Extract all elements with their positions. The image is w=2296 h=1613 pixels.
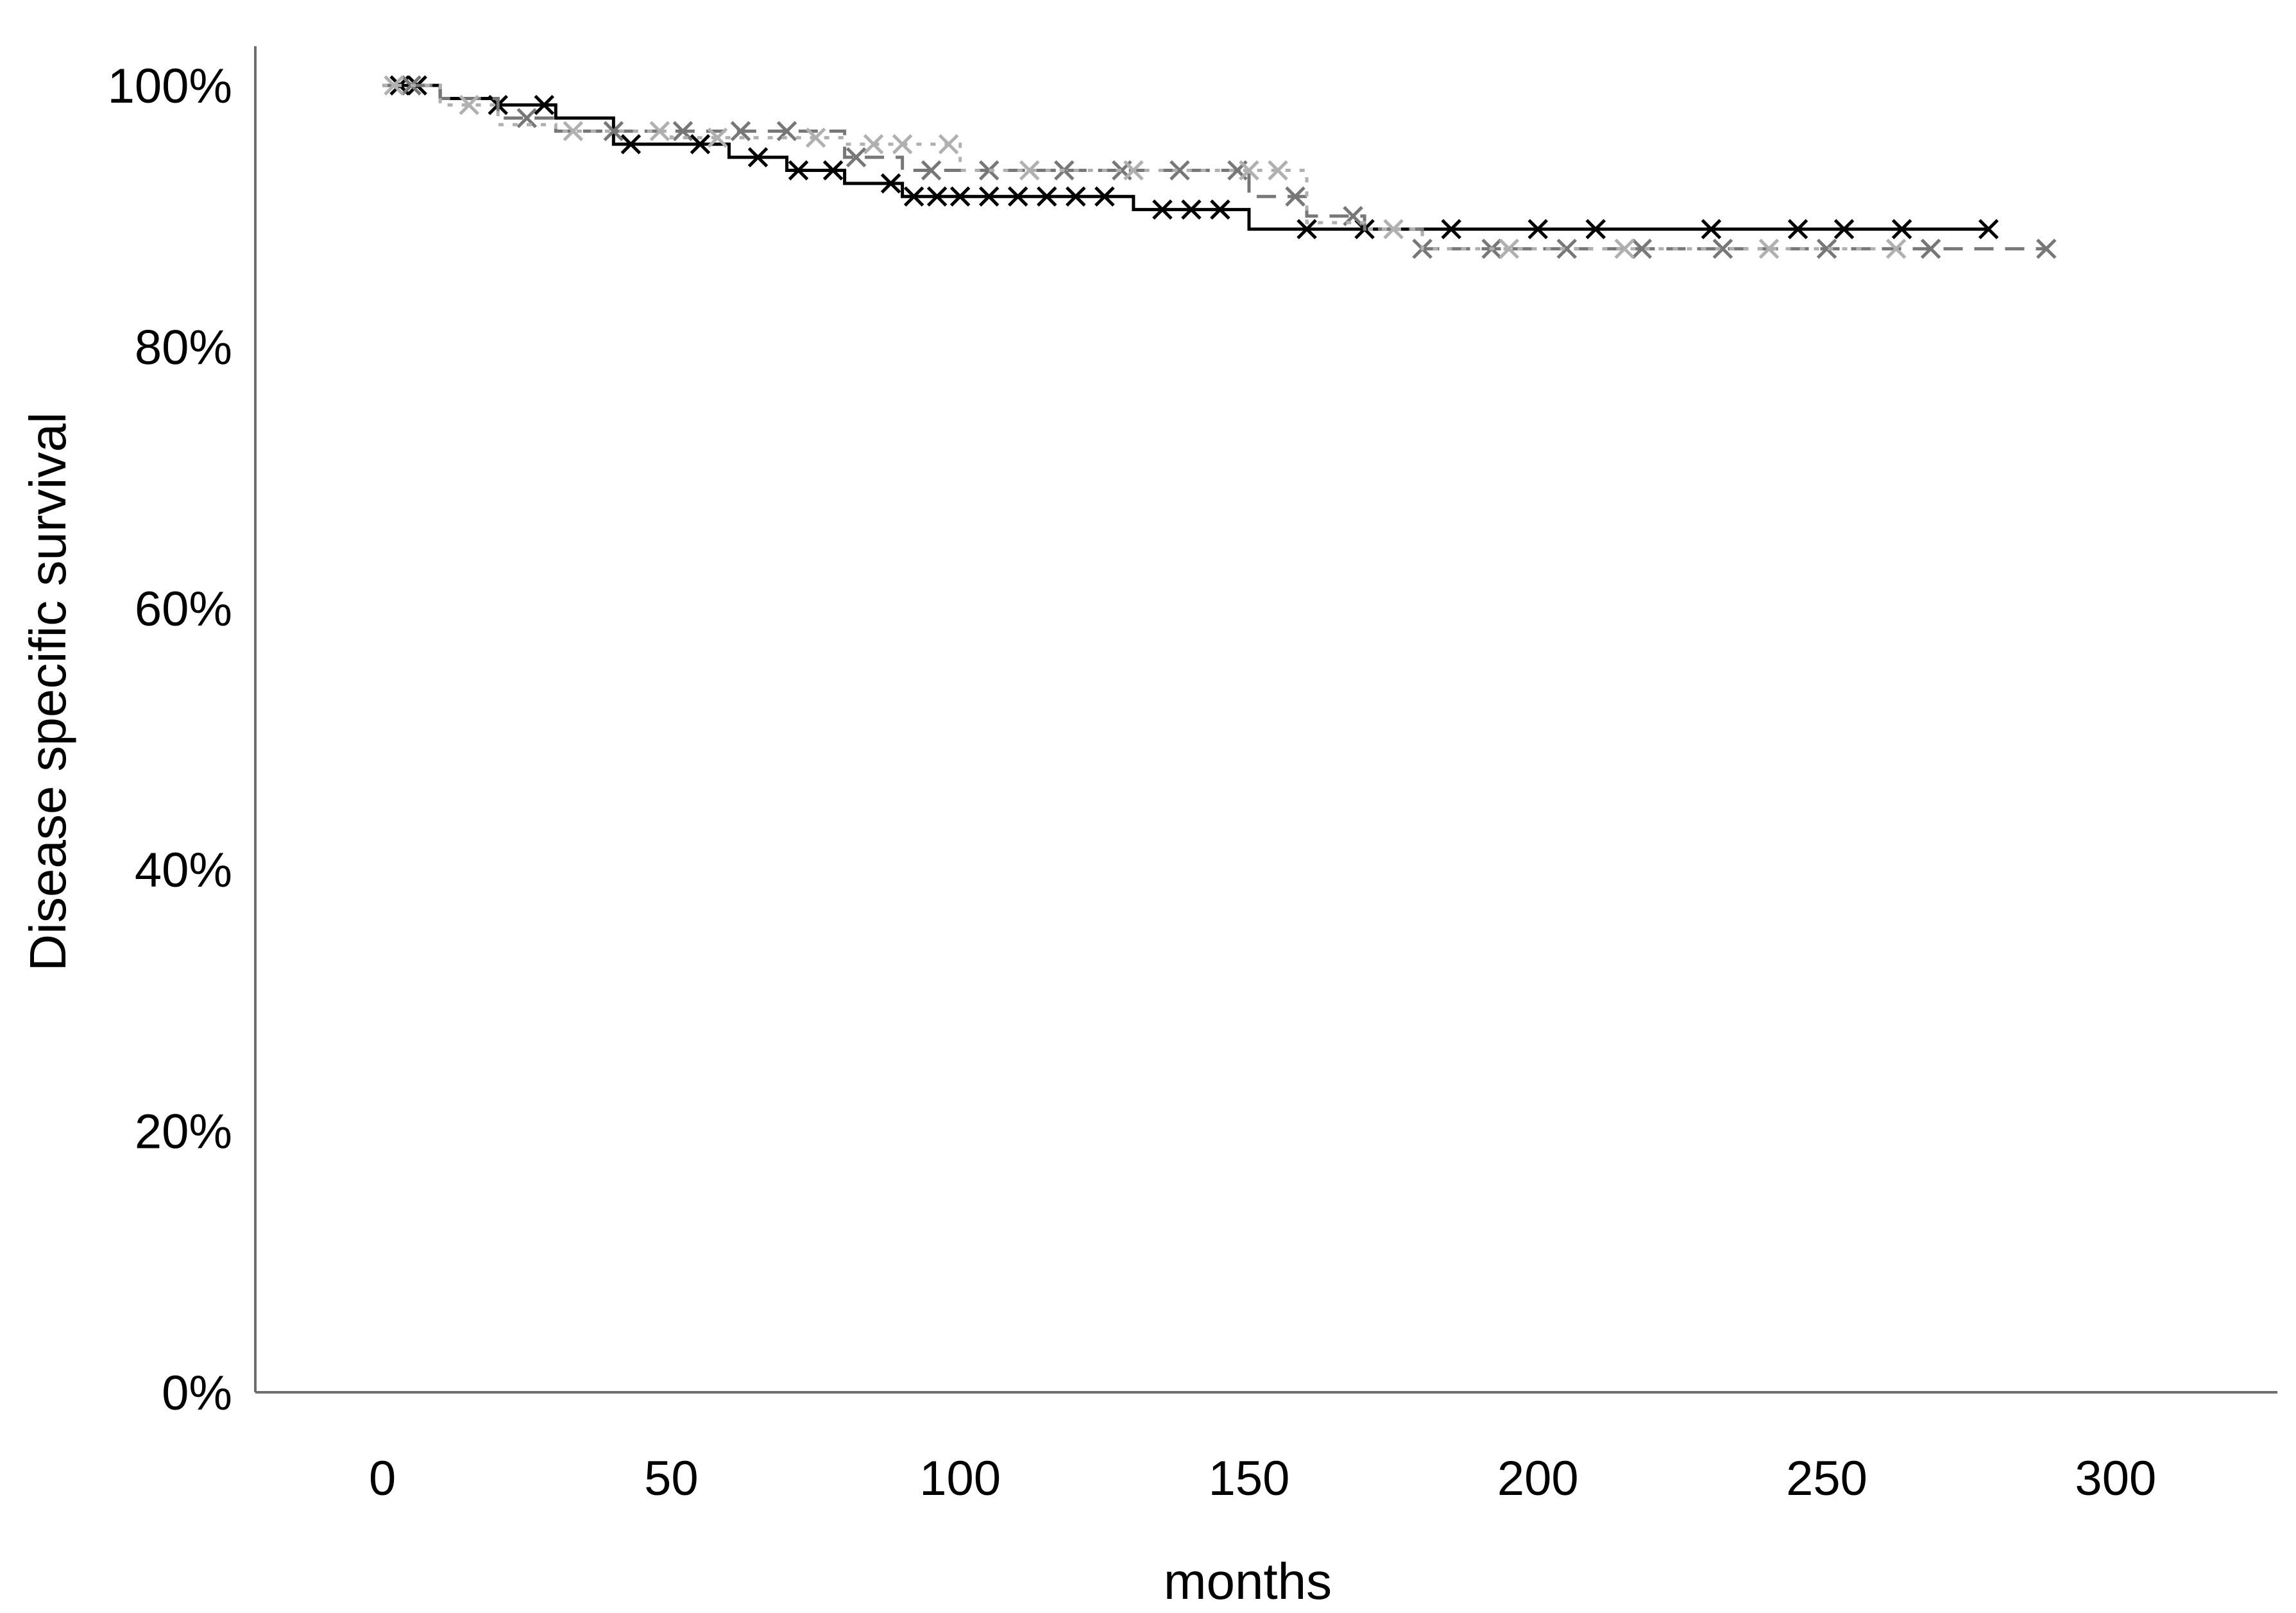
censor-mark: [563, 121, 584, 142]
censor-mark: [1152, 199, 1173, 220]
censor-mark: [1978, 219, 1999, 239]
censor-mark: [1019, 160, 1040, 181]
censor-mark: [938, 133, 959, 155]
tick-labels: 0 50 100 150 200 250 300 0% 20% 40% 60% 80% 100%: [108, 59, 2157, 1506]
censor-mark: [649, 121, 670, 142]
censor-mark: [1383, 219, 1404, 239]
censor-mark: [846, 147, 867, 167]
censor-mark: [978, 186, 999, 207]
censor-mark: [903, 186, 924, 207]
y-tick-label: 60%: [135, 582, 232, 636]
censor-mark: [1066, 186, 1086, 207]
series-line: [382, 83, 1885, 251]
censor-mark: [1758, 238, 1780, 259]
x-axis-title: months: [1164, 1553, 1332, 1610]
censor-mark: [1268, 160, 1288, 181]
censor-mark: [805, 127, 826, 148]
x-tick-label: 300: [2075, 1451, 2156, 1506]
censor-mark: [1891, 219, 1912, 239]
censor-mark: [1181, 199, 1202, 220]
censor-mark: [747, 147, 769, 167]
censor-mark: [1094, 186, 1115, 207]
censor-mark: [1712, 238, 1733, 259]
series-line: [382, 83, 1989, 231]
censor-mark: [926, 186, 948, 207]
censor-mark: [1297, 219, 1317, 239]
censor-mark: [1556, 238, 1577, 259]
censor-mark: [1499, 238, 1520, 259]
x-tick-label: 150: [1209, 1451, 1290, 1506]
censor-mark: [603, 121, 624, 142]
censor-mark: [1210, 199, 1230, 220]
censor-mark: [880, 173, 901, 194]
y-tick-label: 80%: [135, 320, 232, 375]
censor-mark: [1585, 219, 1606, 239]
censor-mark: [921, 160, 942, 181]
y-tick-label: 20%: [135, 1105, 232, 1159]
censor-mark: [1614, 238, 1635, 259]
censor-mark: [1007, 186, 1028, 207]
censor-mark: [672, 121, 693, 142]
censor-mark: [1787, 219, 1808, 239]
censor-mark: [1631, 238, 1653, 259]
y-tick-label: 40%: [135, 843, 232, 898]
x-tick-label: 250: [1786, 1451, 1867, 1506]
censor-mark: [1285, 186, 1305, 207]
plot-area: [382, 75, 2057, 259]
censor-mark: [1441, 219, 1461, 239]
censor-mark: [788, 160, 809, 181]
censor-mark: [892, 133, 913, 155]
y-tick-label: 0%: [162, 1366, 232, 1421]
y-tick-label: 100%: [108, 59, 232, 114]
censor-mark: [2036, 238, 2057, 259]
y-axis-title: Disease specific survival: [19, 412, 76, 971]
censor-mark: [534, 94, 555, 115]
censor-mark: [690, 133, 711, 155]
censor-mark: [1833, 219, 1855, 239]
censor-mark: [1885, 238, 1907, 259]
censor-mark: [1037, 186, 1057, 207]
censor-mark: [730, 121, 751, 142]
censor-mark: [620, 133, 642, 155]
censor-mark: [1527, 219, 1549, 239]
censor-mark: [384, 75, 404, 96]
axes: [254, 46, 2277, 1394]
x-tick-label: 200: [1497, 1451, 1579, 1506]
x-tick-label: 0: [369, 1451, 396, 1506]
censor-mark: [1239, 160, 1259, 181]
censor-mark: [776, 121, 797, 142]
censor-mark: [1701, 219, 1722, 239]
series-1: [382, 75, 1999, 239]
censor-mark: [1169, 160, 1190, 181]
censor-mark: [822, 160, 844, 181]
series-line: [382, 83, 2046, 251]
censor-mark: [707, 127, 728, 148]
censor-mark: [863, 133, 884, 155]
censor-mark: [516, 108, 538, 128]
censor-mark: [1816, 238, 1837, 259]
x-tick-label: 100: [919, 1451, 1001, 1506]
censor-mark: [1123, 160, 1144, 181]
censor-mark: [949, 186, 971, 207]
series-3: [382, 75, 1907, 259]
censor-mark: [459, 94, 479, 115]
x-tick-label: 50: [644, 1451, 699, 1506]
censor-mark: [1920, 238, 1941, 259]
